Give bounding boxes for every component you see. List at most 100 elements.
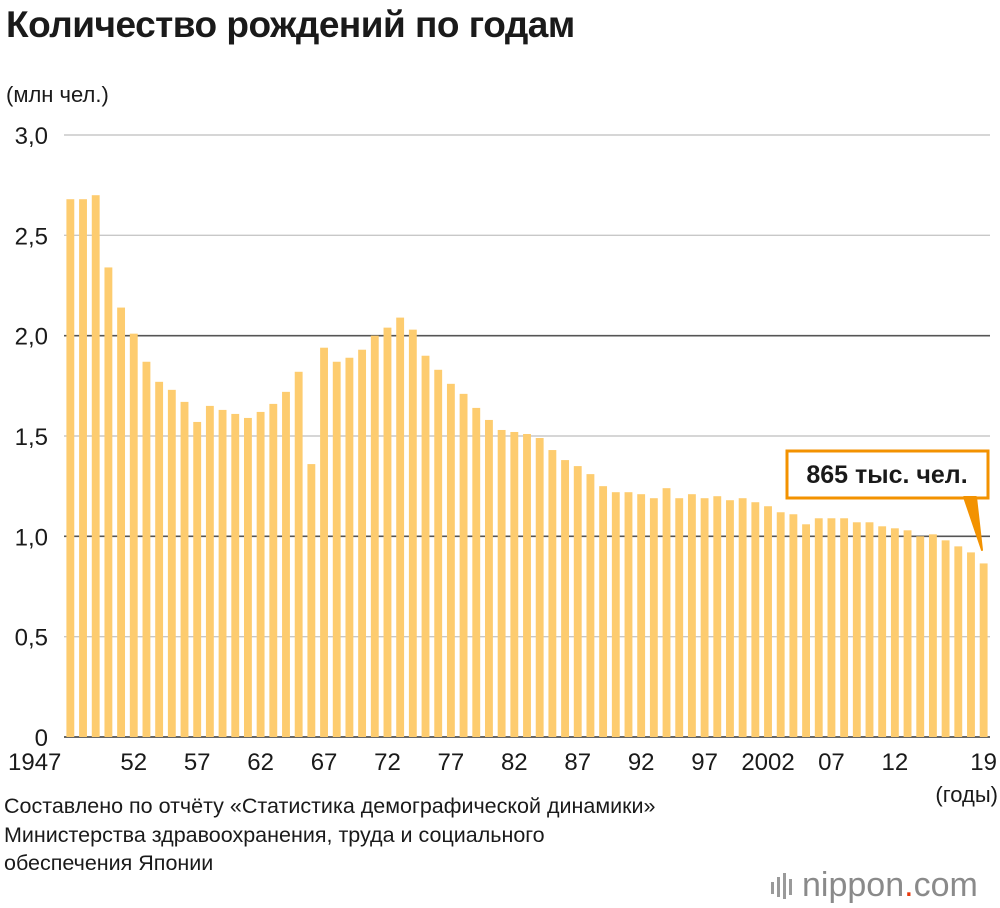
logo-suffix: com — [913, 866, 978, 904]
bar-1966 — [307, 464, 316, 737]
bar-2009 — [852, 522, 861, 737]
x-tick-label: 97 — [691, 749, 718, 776]
bar-1970 — [358, 349, 367, 737]
bar-1981 — [497, 429, 506, 737]
bar-2014 — [916, 536, 925, 737]
bar-2013 — [903, 530, 912, 737]
x-axis-unit-label: (годы) — [935, 782, 998, 807]
bar-1953 — [142, 361, 151, 737]
bar-1985 — [548, 450, 557, 737]
x-tick-label: 2002 — [741, 749, 794, 776]
source-line: Министерства здравоохранения, труда и со… — [4, 822, 545, 847]
logo-mark-icon — [771, 872, 792, 899]
bar-1960 — [231, 413, 240, 737]
logo-name: nippon — [802, 866, 905, 904]
bar-1950 — [104, 267, 113, 737]
bar-2004 — [789, 514, 798, 737]
bar-2005 — [802, 524, 811, 737]
source-line: обеспечения Японии — [4, 851, 214, 875]
x-tick-label: 92 — [628, 749, 655, 776]
y-tick-label: 2,5 — [15, 223, 48, 250]
bar-1964 — [282, 391, 290, 737]
bar-1986 — [561, 460, 569, 737]
bar-2006 — [814, 518, 823, 737]
bar-1997 — [700, 498, 709, 737]
bar-1980 — [485, 419, 493, 737]
bar-1974 — [408, 329, 417, 737]
x-tick-label: 72 — [374, 749, 401, 776]
bar-1996 — [687, 494, 696, 737]
logo-wordmark: nippon.com — [802, 866, 978, 905]
source-line: Составлено по отчёту «Статистика демогра… — [4, 794, 656, 818]
x-tick-label: 12 — [882, 749, 909, 776]
bar-1957 — [193, 421, 202, 737]
bar-2010 — [865, 522, 874, 737]
bar-2002 — [764, 506, 772, 737]
bar-1978 — [459, 393, 468, 737]
bar-1956 — [180, 401, 189, 737]
annotation-pointer — [963, 496, 983, 551]
y-tick-label: 0 — [35, 725, 48, 752]
x-tick-label: 1947 — [8, 749, 61, 776]
bar-1954 — [155, 381, 164, 737]
bar-1991 — [624, 492, 633, 737]
annotation-box — [785, 449, 990, 500]
x-tick-label: 19 — [970, 749, 997, 776]
bar-1969 — [345, 357, 354, 737]
bar-1975 — [421, 355, 430, 737]
bar-2001 — [751, 502, 760, 737]
bar-1949 — [91, 195, 100, 737]
x-tick-label: 77 — [438, 749, 465, 776]
bar-1998 — [713, 496, 722, 737]
x-tick-label: 82 — [501, 749, 528, 776]
bar-2008 — [840, 518, 849, 737]
x-tick-label: 07 — [818, 749, 845, 776]
bar-1995 — [675, 498, 684, 737]
bar-1952 — [129, 333, 138, 737]
y-tick-label: 2,0 — [15, 324, 48, 351]
bar-1959 — [218, 409, 227, 737]
bar-1971 — [370, 335, 379, 737]
bar-1965 — [294, 371, 303, 737]
bar-1968 — [332, 361, 341, 737]
bar-1999 — [726, 500, 734, 737]
bar-2012 — [890, 528, 899, 737]
bar-2003 — [776, 512, 785, 737]
bar-2017 — [954, 546, 963, 737]
x-axis-ticks: 1947 52 57 62 67 72 77 82 87 92 97 2002 07 12 19 — [8, 749, 997, 776]
bar-2011 — [878, 526, 887, 737]
bar-series — [66, 195, 988, 738]
bar-1988 — [586, 474, 595, 737]
bar-1972 — [383, 327, 392, 737]
bar-1963 — [269, 403, 278, 737]
bar-1955 — [167, 389, 176, 737]
x-tick-label: 87 — [564, 749, 591, 776]
annotation-callout: 865 тыс. чел. — [785, 449, 990, 551]
x-tick-label: 62 — [247, 749, 274, 776]
bar-1987 — [573, 466, 582, 737]
chart-title: Количество рождений по годам — [6, 4, 575, 45]
x-tick-label: 52 — [120, 749, 147, 776]
bar-2019 — [979, 563, 988, 737]
y-axis-ticks: 0 0,5 1,0 1,5 2,0 2,5 3,0 — [15, 123, 48, 752]
bar-chart: 0 0,5 1,0 1,5 2,0 2,5 3,0 1947 52 57 62 67 72 77 82 87… — [8, 123, 997, 776]
bar-1984 — [535, 438, 544, 737]
bar-1994 — [662, 488, 671, 737]
bar-1982 — [510, 431, 519, 737]
bar-1976 — [434, 369, 443, 737]
bar-1961 — [243, 417, 252, 737]
annotation-label: 865 тыс. чел. — [806, 461, 967, 489]
bar-1990 — [611, 492, 620, 737]
source-note: Составлено по отчёту «Статистика демогра… — [4, 792, 656, 878]
y-axis-unit-label: (млн чел.) — [6, 82, 109, 107]
bar-1948 — [79, 199, 87, 738]
bar-1979 — [472, 407, 481, 737]
bar-2007 — [827, 518, 836, 737]
bar-1983 — [523, 433, 531, 737]
bar-2015 — [928, 534, 937, 737]
y-tick-label: 1,5 — [15, 424, 48, 451]
bar-1951 — [117, 307, 126, 737]
y-tick-label: 0,5 — [15, 625, 48, 652]
logo-dot: . — [904, 866, 914, 904]
